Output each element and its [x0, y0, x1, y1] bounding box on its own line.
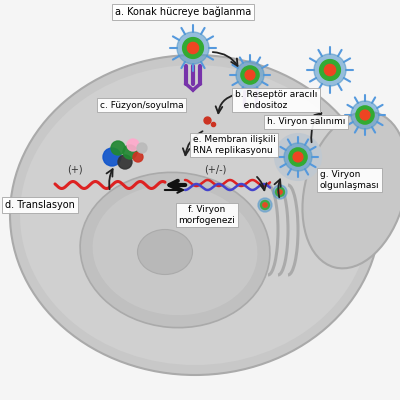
Circle shape: [187, 42, 198, 54]
Circle shape: [278, 190, 282, 194]
Circle shape: [236, 61, 264, 89]
Circle shape: [127, 139, 139, 151]
Circle shape: [263, 203, 267, 207]
Circle shape: [276, 188, 284, 196]
Circle shape: [273, 185, 287, 199]
Circle shape: [293, 152, 303, 162]
Circle shape: [182, 38, 204, 58]
Text: h. Viryon salınımı: h. Viryon salınımı: [267, 118, 345, 126]
Circle shape: [137, 143, 147, 153]
Circle shape: [314, 54, 346, 86]
Ellipse shape: [20, 65, 370, 365]
Circle shape: [324, 64, 336, 76]
Circle shape: [360, 110, 370, 120]
Ellipse shape: [80, 172, 270, 328]
Circle shape: [284, 143, 312, 171]
Ellipse shape: [302, 112, 400, 268]
Circle shape: [320, 60, 340, 80]
Circle shape: [275, 134, 321, 180]
Ellipse shape: [138, 230, 192, 274]
Text: d. Translasyon: d. Translasyon: [5, 200, 75, 210]
Ellipse shape: [93, 185, 257, 315]
Circle shape: [241, 66, 259, 84]
Circle shape: [133, 152, 143, 162]
Text: (+/-): (+/-): [204, 164, 226, 174]
Circle shape: [118, 155, 132, 169]
Text: e. Membran ilişkili
RNA replikasyonu: e. Membran ilişkili RNA replikasyonu: [193, 135, 276, 155]
Text: f. Viryon
morfogenezi: f. Viryon morfogenezi: [178, 205, 236, 225]
Circle shape: [351, 101, 379, 129]
Circle shape: [177, 32, 209, 64]
Ellipse shape: [10, 55, 380, 375]
Circle shape: [289, 148, 307, 166]
Circle shape: [123, 145, 137, 159]
Circle shape: [260, 200, 270, 210]
Text: b. Reseptör aracılı
   endositoz: b. Reseptör aracılı endositoz: [235, 90, 317, 110]
Text: c. Füzyon/soyulma: c. Füzyon/soyulma: [100, 100, 184, 110]
Circle shape: [103, 148, 121, 166]
Circle shape: [356, 106, 374, 124]
Circle shape: [111, 141, 125, 155]
Text: a. Konak hücreye bağlanma: a. Konak hücreye bağlanma: [115, 7, 251, 17]
Text: (+): (+): [67, 164, 83, 174]
Text: g. Viryon
olgunlaşması: g. Viryon olgunlaşması: [320, 170, 380, 190]
Circle shape: [245, 70, 255, 80]
Circle shape: [258, 198, 272, 212]
